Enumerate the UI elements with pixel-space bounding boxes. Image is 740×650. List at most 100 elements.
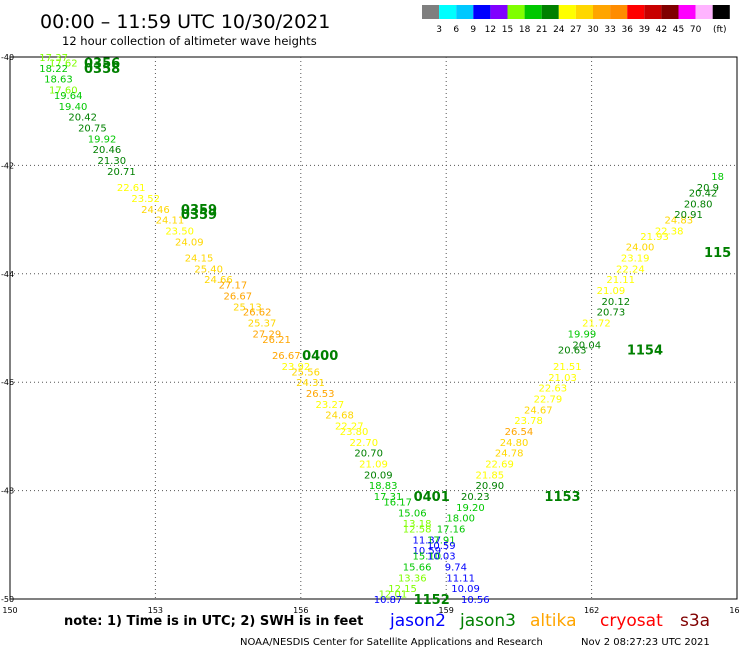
swh-value: 16.17: [383, 497, 412, 508]
swh-value: 27.17: [219, 281, 248, 292]
swh-value: 23.27: [316, 400, 345, 411]
legend-label: 36: [621, 25, 633, 35]
satellite-name: altika: [530, 611, 577, 631]
satellite-name: cryosat: [600, 611, 663, 631]
swh-value: 23.50: [165, 226, 194, 237]
legend-label: 24: [553, 25, 565, 35]
color-scale-legend: 3 6 9 12 15 18 21 24 27 30 33 36 39 42 45 70 (ft): [422, 5, 730, 35]
swh-value: 20.46: [93, 145, 122, 156]
swh-value: 21.03: [548, 373, 577, 384]
swh-value: 21.09: [597, 286, 626, 297]
swh-value: 15.10: [412, 552, 441, 563]
swh-value: 12.15: [388, 584, 417, 595]
satellite-name: jason3: [459, 611, 516, 631]
swh-value: 24.46: [141, 205, 170, 216]
swh-value: 24.80: [500, 438, 529, 449]
swh-value: 23.80: [340, 427, 369, 438]
swh-value: 27.29: [253, 329, 282, 340]
swh-value: 24.00: [626, 243, 655, 254]
swh-value: 12.01: [379, 590, 408, 601]
swh-value: 21.11: [606, 275, 635, 286]
swh-value: 25.56: [291, 367, 320, 378]
legend-label: 27: [570, 25, 581, 35]
legend-swatch: [695, 5, 713, 19]
swh-value: 23.19: [621, 254, 650, 265]
swh-value: 22.61: [117, 183, 146, 194]
y-tick-label: -42: [1, 161, 14, 170]
swh-value: 19.92: [88, 134, 117, 145]
swh-value: 23.78: [514, 416, 543, 427]
swh-value: 18.83: [369, 481, 398, 492]
swh-value: 22.63: [539, 384, 568, 395]
swh-value: 15.06: [398, 508, 427, 519]
swh-value: 18.63: [44, 75, 73, 86]
swh-value: 24.15: [185, 254, 214, 265]
legend-label: 15: [502, 25, 513, 35]
swh-value: 25.13: [233, 302, 262, 313]
time-label: 1153: [544, 490, 580, 505]
swh-value: 20.23: [461, 492, 490, 503]
time-label: 0358: [84, 62, 120, 77]
swh-value: 19.40: [59, 102, 88, 113]
footer-timestamp: Nov 2 08:27:23 UTC 2021: [581, 637, 710, 648]
time-label: 1152: [414, 593, 450, 608]
swh-value: 21.85: [475, 470, 504, 481]
legend-swatch: [456, 5, 474, 19]
swh-value: 24.09: [175, 237, 204, 248]
y-tick-label: -48: [1, 487, 14, 496]
satellite-name: jason2: [389, 611, 446, 631]
time-label: 0400: [302, 349, 338, 364]
swh-value: 24.83: [665, 216, 694, 227]
swh-value: 10.59: [427, 541, 456, 552]
swh-value: 22.38: [655, 226, 684, 237]
swh-value: 17.60: [49, 86, 78, 97]
data-points: 17.3717.6218.2218.6317.6019.6419.4020.42…: [39, 53, 724, 606]
swh-value: 22.69: [485, 460, 514, 471]
swh-value: 19.64: [54, 91, 83, 102]
swh-value: 18.00: [446, 514, 475, 525]
legend-label: 6: [453, 25, 459, 35]
swh-value: 11.11: [446, 573, 475, 584]
swh-value: 20.42: [68, 113, 97, 124]
swh-value: 21.93: [640, 232, 669, 243]
swh-value: 20.90: [475, 481, 504, 492]
swh-value: 9.74: [445, 562, 467, 573]
swh-value: 24.11: [156, 216, 185, 227]
swh-value: 26.21: [262, 335, 291, 346]
satellite-legend: jason2 jason3 altika cryosat s3a: [389, 611, 710, 631]
time-label: 0401: [414, 490, 450, 505]
swh-value: 10.03: [427, 552, 456, 563]
swh-value: 10.59: [412, 546, 441, 557]
swh-value: 20.91: [674, 210, 703, 221]
legend-label: 42: [656, 25, 667, 35]
swh-value: 21.72: [582, 319, 611, 330]
time-label: 0359: [181, 203, 217, 218]
time-label: 0356: [84, 56, 120, 71]
legend-swatch: [541, 5, 559, 19]
time-label: 115: [704, 246, 731, 261]
y-tick-label: -40: [1, 53, 14, 62]
legend-swatch: [558, 5, 576, 19]
swh-value: 23.52: [131, 194, 160, 205]
grid: [10, 57, 737, 599]
legend-label: 3: [436, 25, 442, 35]
swh-value: 26.67: [272, 351, 301, 362]
chart-subtitle: 12 hour collection of altimeter wave hei…: [62, 34, 317, 48]
swh-value: 24.31: [296, 378, 325, 389]
legend-swatch: [627, 5, 645, 19]
swh-value: 10.09: [451, 584, 480, 595]
swh-value: 26.62: [243, 308, 272, 319]
swh-value: 17.37: [39, 53, 68, 64]
swh-value: 20.04: [572, 340, 601, 351]
legend-swatch: [610, 5, 628, 19]
swh-value: 26.54: [505, 427, 534, 438]
swh-value: 18.22: [39, 64, 68, 75]
swh-value: 13.36: [398, 573, 427, 584]
swh-value: 22.79: [534, 394, 563, 405]
footer-note: note: 1) Time is in UTC; 2) SWH is in fe…: [64, 614, 363, 629]
time-label: 1154: [627, 344, 663, 359]
swh-value: 19.99: [568, 329, 597, 340]
swh-value: 24.68: [325, 411, 354, 422]
